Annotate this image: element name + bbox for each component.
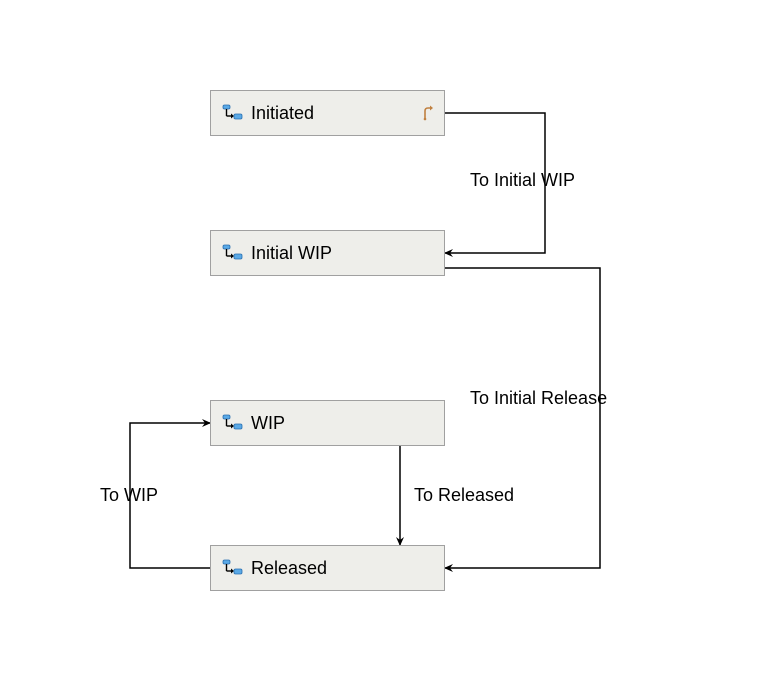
state-icon: [221, 104, 243, 122]
state-label: Initiated: [251, 103, 314, 124]
edge-label-to-initial-release: To Initial Release: [470, 388, 607, 409]
state-icon: [221, 244, 243, 262]
diagram-canvas: Initiated Initial WIP WIP Released To Ini…: [0, 0, 778, 695]
edge-to-initial-release: [445, 268, 600, 568]
state-label: Released: [251, 558, 327, 579]
state-label: WIP: [251, 413, 285, 434]
state-node-initial-wip[interactable]: Initial WIP: [210, 230, 445, 276]
edge-label-to-wip: To WIP: [100, 485, 158, 506]
state-label: Initial WIP: [251, 243, 332, 264]
state-icon: [221, 414, 243, 432]
state-node-released[interactable]: Released: [210, 545, 445, 591]
edge-label-to-initial-wip: To Initial WIP: [470, 170, 575, 191]
start-indicator-icon: [420, 105, 436, 121]
state-icon: [221, 559, 243, 577]
edge-label-to-released: To Released: [414, 485, 514, 506]
state-node-wip[interactable]: WIP: [210, 400, 445, 446]
state-node-initiated[interactable]: Initiated: [210, 90, 445, 136]
